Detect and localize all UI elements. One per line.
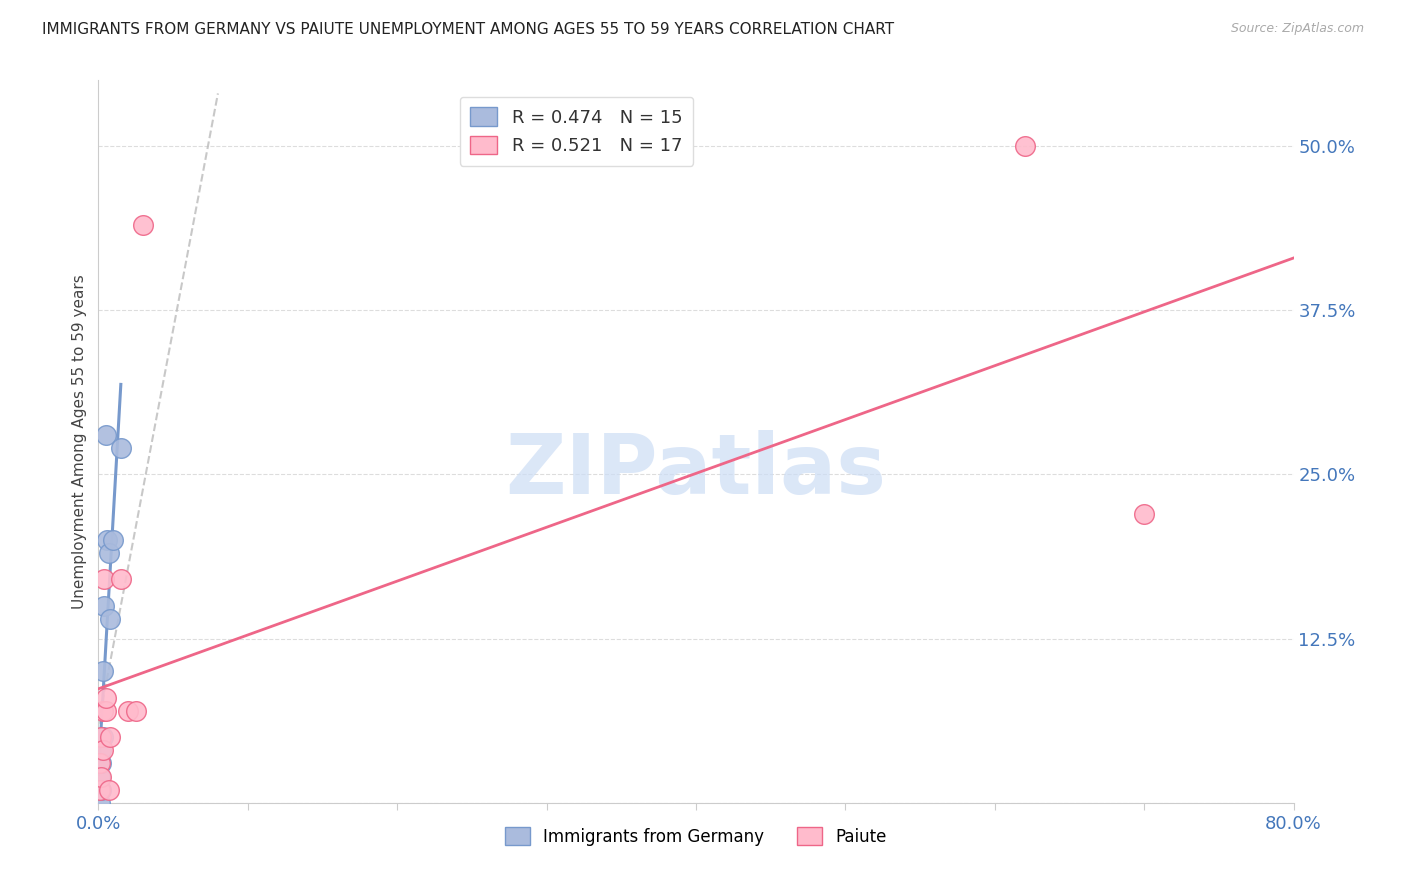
Point: [110, 573, 132, 587]
Point: [89, 782, 111, 797]
Legend: Immigrants from Germany, Paiute: Immigrants from Germany, Paiute: [498, 821, 894, 852]
Point: [91, 704, 114, 718]
Point: [98, 730, 122, 744]
Point: [110, 441, 132, 455]
Point: [1014, 139, 1036, 153]
Text: ZIPatlas: ZIPatlas: [506, 430, 886, 511]
Point: [91, 665, 114, 679]
Point: [94, 690, 117, 705]
Point: [89, 756, 111, 771]
Point: [90, 743, 112, 757]
Point: [91, 743, 114, 757]
Point: [98, 612, 122, 626]
Point: [97, 546, 120, 560]
Point: [97, 782, 120, 797]
Point: [89, 796, 111, 810]
Point: [90, 770, 112, 784]
Point: [132, 218, 155, 232]
Point: [93, 599, 115, 613]
Point: [94, 704, 117, 718]
Point: [1133, 507, 1156, 521]
Text: Source: ZipAtlas.com: Source: ZipAtlas.com: [1230, 22, 1364, 36]
Point: [90, 782, 112, 797]
Point: [103, 533, 125, 547]
Y-axis label: Unemployment Among Ages 55 to 59 years: Unemployment Among Ages 55 to 59 years: [72, 274, 87, 609]
Point: [125, 704, 148, 718]
Point: [91, 730, 114, 744]
Text: IMMIGRANTS FROM GERMANY VS PAIUTE UNEMPLOYMENT AMONG AGES 55 TO 59 YEARS CORRELA: IMMIGRANTS FROM GERMANY VS PAIUTE UNEMPL…: [42, 22, 894, 37]
Point: [93, 573, 115, 587]
Point: [90, 756, 112, 771]
Point: [89, 756, 111, 771]
Point: [96, 533, 118, 547]
Point: [90, 730, 112, 744]
Point: [89, 770, 111, 784]
Point: [117, 704, 139, 718]
Point: [94, 428, 117, 442]
